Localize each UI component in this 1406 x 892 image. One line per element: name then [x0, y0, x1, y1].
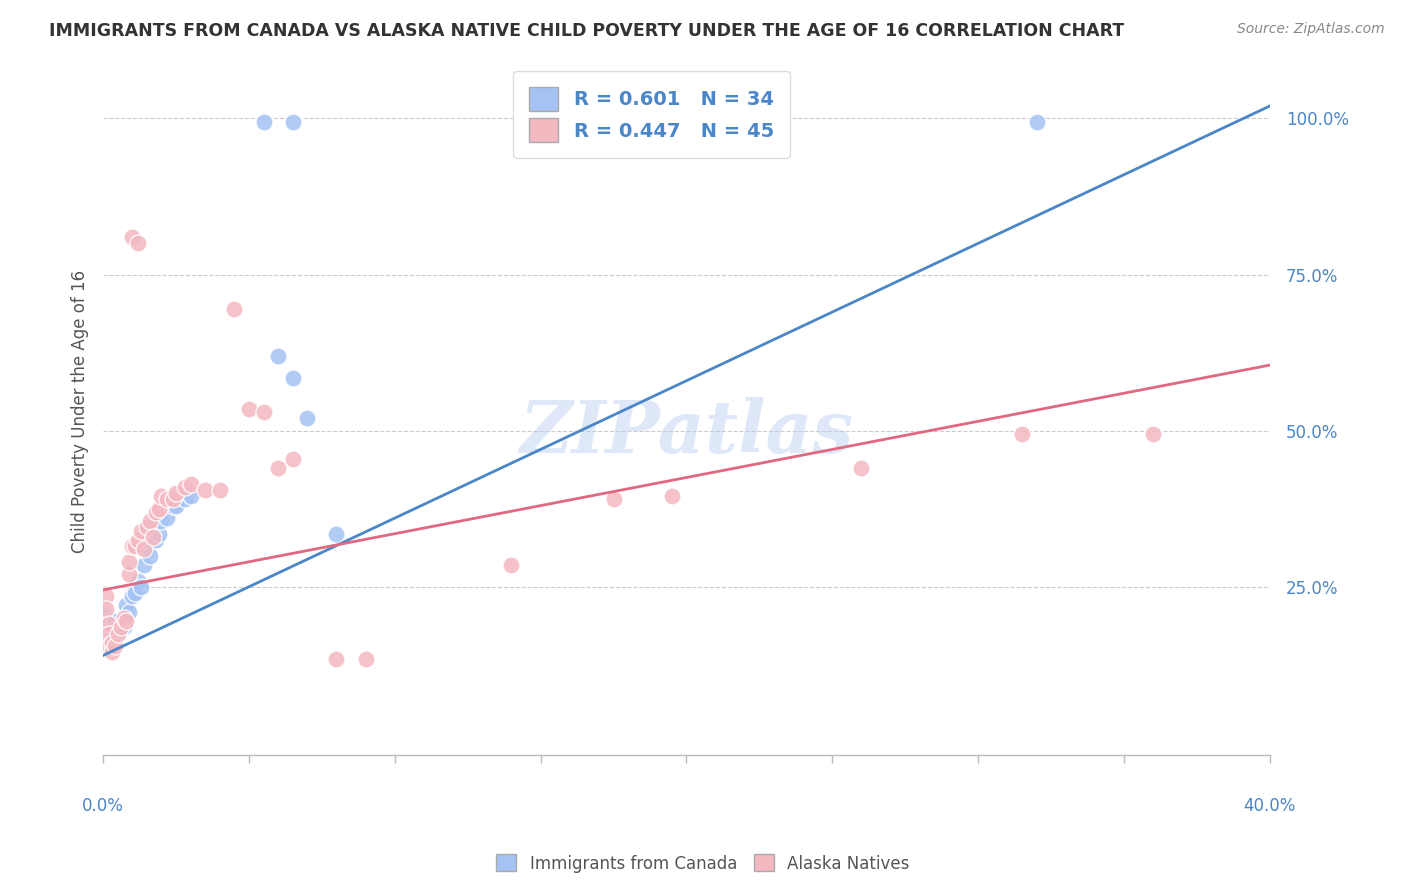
Point	[118, 605, 141, 619]
Point	[97, 617, 120, 632]
Point	[851, 461, 873, 475]
Point	[297, 411, 319, 425]
Point	[110, 624, 132, 638]
Point	[115, 614, 138, 628]
Point	[501, 558, 523, 572]
Point	[267, 349, 290, 363]
Point	[281, 451, 304, 466]
Point	[325, 651, 347, 665]
Point	[139, 549, 162, 563]
Point	[1142, 426, 1164, 441]
Point	[129, 524, 152, 538]
Point	[121, 589, 143, 603]
Point	[94, 601, 117, 615]
Point	[118, 555, 141, 569]
Point	[281, 370, 304, 384]
Point	[104, 614, 127, 628]
Point	[127, 574, 149, 588]
Point	[129, 580, 152, 594]
Point	[124, 539, 146, 553]
Point	[121, 539, 143, 553]
Text: Source: ZipAtlas.com: Source: ZipAtlas.com	[1237, 22, 1385, 37]
Point	[97, 614, 120, 628]
Point	[1025, 114, 1047, 128]
Point	[135, 542, 157, 557]
Point	[267, 461, 290, 475]
Point	[132, 542, 155, 557]
Legend: Immigrants from Canada, Alaska Natives: Immigrants from Canada, Alaska Natives	[489, 847, 917, 880]
Point	[118, 567, 141, 582]
Point	[101, 626, 124, 640]
Point	[142, 530, 165, 544]
Point	[162, 492, 184, 507]
Point	[325, 526, 347, 541]
Y-axis label: Child Poverty Under the Age of 16: Child Poverty Under the Age of 16	[72, 270, 89, 554]
Point	[97, 617, 120, 632]
Text: 40.0%: 40.0%	[1244, 797, 1296, 814]
Point	[162, 499, 184, 513]
Point	[112, 611, 135, 625]
Point	[1011, 426, 1033, 441]
Point	[148, 501, 170, 516]
Text: ZIPatlas: ZIPatlas	[519, 397, 853, 468]
Point	[112, 620, 135, 634]
Point	[180, 476, 202, 491]
Point	[224, 301, 246, 316]
Point	[145, 533, 167, 547]
Text: IMMIGRANTS FROM CANADA VS ALASKA NATIVE CHILD POVERTY UNDER THE AGE OF 16 CORREL: IMMIGRANTS FROM CANADA VS ALASKA NATIVE …	[49, 22, 1125, 40]
Point	[194, 483, 217, 497]
Point	[354, 651, 377, 665]
Point	[165, 499, 187, 513]
Point	[135, 520, 157, 534]
Point	[165, 486, 187, 500]
Point	[156, 492, 179, 507]
Point	[101, 620, 124, 634]
Point	[97, 626, 120, 640]
Point	[132, 558, 155, 572]
Point	[281, 114, 304, 128]
Point	[127, 533, 149, 547]
Point	[150, 514, 173, 528]
Point	[115, 605, 138, 619]
Point	[173, 492, 195, 507]
Point	[208, 483, 231, 497]
Point	[173, 480, 195, 494]
Point	[238, 401, 260, 416]
Point	[115, 599, 138, 613]
Point	[107, 626, 129, 640]
Point	[94, 589, 117, 603]
Point	[252, 405, 274, 419]
Point	[252, 114, 274, 128]
Point	[107, 620, 129, 634]
Point	[94, 607, 117, 622]
Point	[602, 492, 624, 507]
Point	[110, 620, 132, 634]
Point	[101, 636, 124, 650]
Point	[124, 586, 146, 600]
Point	[145, 505, 167, 519]
Point	[104, 639, 127, 653]
Point	[180, 489, 202, 503]
Point	[101, 645, 124, 659]
Point	[150, 489, 173, 503]
Point	[121, 230, 143, 244]
Point	[148, 526, 170, 541]
Point	[127, 236, 149, 251]
Point	[661, 489, 683, 503]
Point	[156, 511, 179, 525]
Text: 0.0%: 0.0%	[82, 797, 124, 814]
Point	[139, 514, 162, 528]
Legend: R = 0.601   N = 34, R = 0.447   N = 45: R = 0.601 N = 34, R = 0.447 N = 45	[513, 71, 790, 158]
Point	[97, 639, 120, 653]
